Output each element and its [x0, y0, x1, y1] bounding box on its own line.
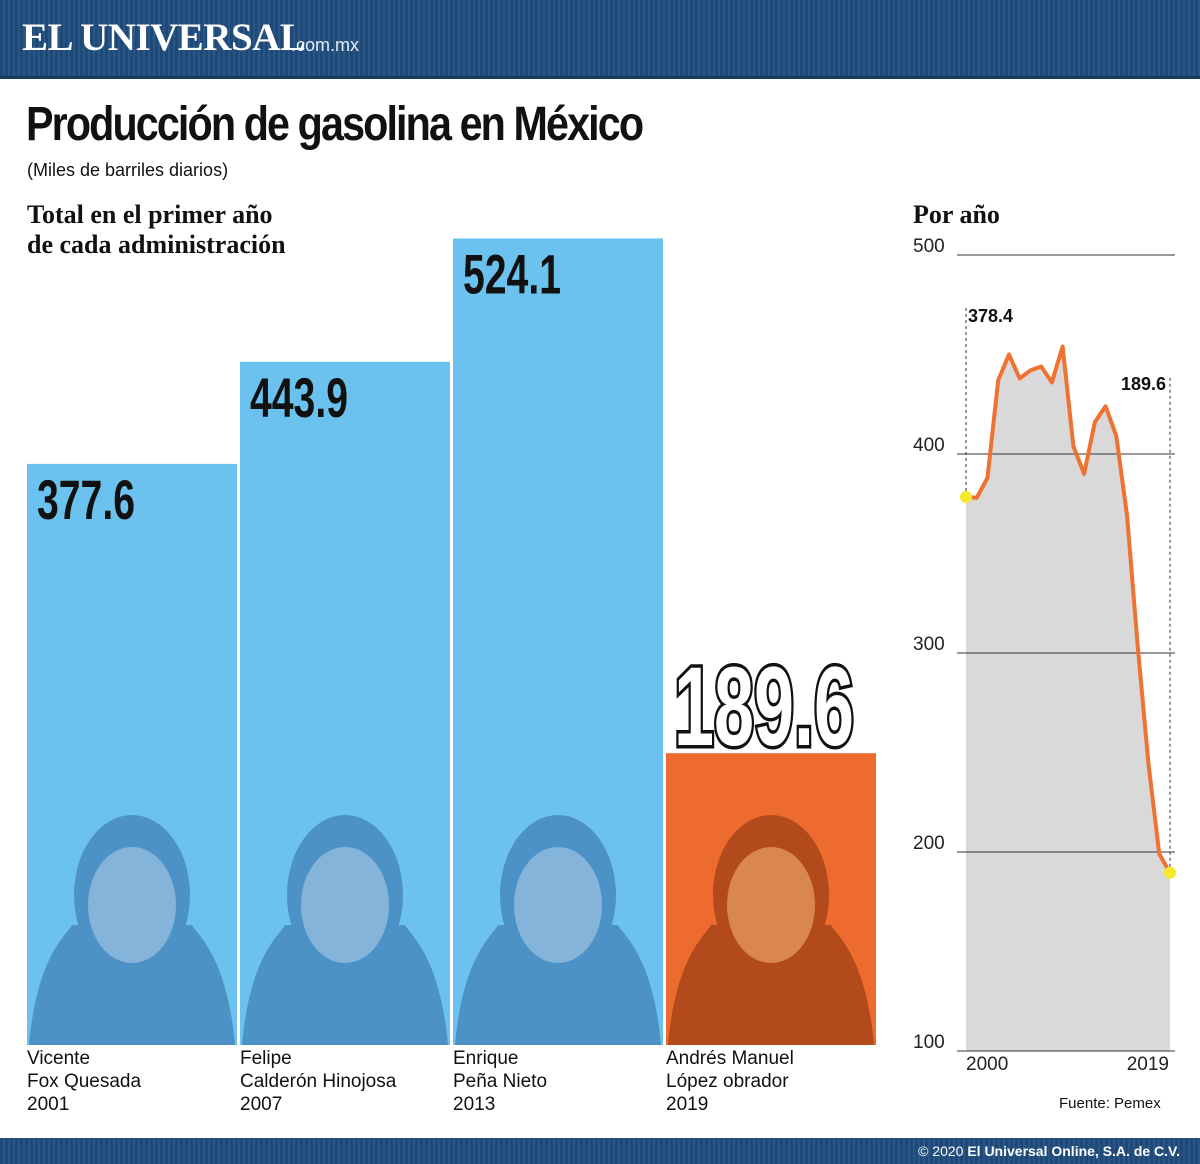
bar-chart-heading-line1: Total en el primer año — [27, 200, 273, 229]
portrait-shoulders — [455, 925, 661, 1045]
annotation-label: 378.4 — [968, 306, 1013, 326]
portrait-face — [727, 847, 815, 963]
portrait-face — [514, 847, 602, 963]
brand-domain: .com.mx — [291, 35, 360, 55]
president-first-name: Felipe — [240, 1048, 292, 1069]
y-tick-label: 400 — [913, 435, 945, 456]
vicente-fox-portrait — [29, 815, 235, 1045]
president-first-name: Enrique — [453, 1048, 519, 1069]
copyright-text: © 2020 El Universal Online, S.A. de C.V. — [918, 1142, 1180, 1160]
portrait-shoulders — [29, 925, 235, 1045]
president-year: 2007 — [240, 1094, 283, 1115]
president-first-name: Vicente — [27, 1048, 91, 1069]
president-last-name: Peña Nieto — [453, 1071, 548, 1092]
bar-value-label: 443.9 — [250, 366, 348, 429]
president-label: Vicente Fox Quesada 2001 — [27, 1047, 141, 1116]
area-chart: 500 400 300 200 100 378.4 189.6 2000 2019 — [913, 236, 1176, 1075]
x-tick-label: 2019 — [1127, 1054, 1169, 1075]
copyright-owner: El Universal Online, S.A. de C.V. — [967, 1143, 1180, 1159]
felipe-calderon-portrait — [242, 815, 448, 1045]
y-tick-label: 300 — [913, 634, 945, 655]
y-tick-label: 200 — [913, 833, 945, 854]
line-chart-heading: Por año — [913, 200, 1000, 229]
president-last-name: Calderón Hinojosa — [240, 1071, 397, 1092]
source-note: Fuente: Pemex — [1059, 1095, 1161, 1112]
president-label: Andrés Manuel López obrador 2019 — [666, 1047, 794, 1116]
annotation-label: 189.6 — [1121, 374, 1166, 394]
president-label: Felipe Calderón Hinojosa 2007 — [240, 1047, 396, 1116]
bar-chart-heading: Total en el primer año de cada administr… — [27, 200, 286, 260]
footer-bar: © 2020 El Universal Online, S.A. de C.V. — [0, 1138, 1200, 1164]
page-title: Producción de gasolina en México — [26, 98, 644, 151]
area-fill — [966, 346, 1170, 1051]
bar-value-label: 524.1 — [463, 242, 561, 305]
president-last-name: López obrador — [666, 1071, 789, 1092]
annotation-marker — [960, 490, 972, 503]
y-tick-label: 500 — [913, 236, 945, 257]
bar-value-label: 377.6 — [37, 468, 135, 531]
bar-chart: 377.6 443.9 524.1 189.6 — [27, 238, 876, 1045]
y-tick-label: 100 — [913, 1032, 945, 1053]
header-bar: EL UNIVERSAL .com.mx — [0, 0, 1200, 79]
president-label: Enrique Peña Nieto 2013 — [453, 1047, 547, 1116]
portrait-shoulders — [668, 925, 874, 1045]
president-first-name: Andrés Manuel — [666, 1048, 794, 1069]
bar-value-label: 189.6 — [674, 644, 854, 769]
portrait-shoulders — [242, 925, 448, 1045]
x-tick-label: 2000 — [966, 1054, 1008, 1075]
bar-chart-heading-line2: de cada administración — [27, 230, 286, 259]
portrait-face — [301, 847, 389, 963]
series-line — [965, 344, 1172, 874]
president-year: 2013 — [453, 1094, 496, 1115]
andres-manuel-lopez-obrador-portrait — [668, 815, 874, 1045]
enrique-pena-nieto-portrait — [455, 815, 661, 1045]
copyright-prefix: © 2020 — [918, 1143, 968, 1159]
president-year: 2019 — [666, 1094, 709, 1115]
annotation-marker — [1164, 866, 1176, 879]
portrait-face — [88, 847, 176, 963]
president-last-name: Fox Quesada — [27, 1071, 142, 1092]
page-subtitle: (Miles de barriles diarios) — [27, 160, 229, 180]
president-year: 2001 — [27, 1094, 70, 1115]
brand-logo[interactable]: EL UNIVERSAL — [22, 16, 306, 59]
